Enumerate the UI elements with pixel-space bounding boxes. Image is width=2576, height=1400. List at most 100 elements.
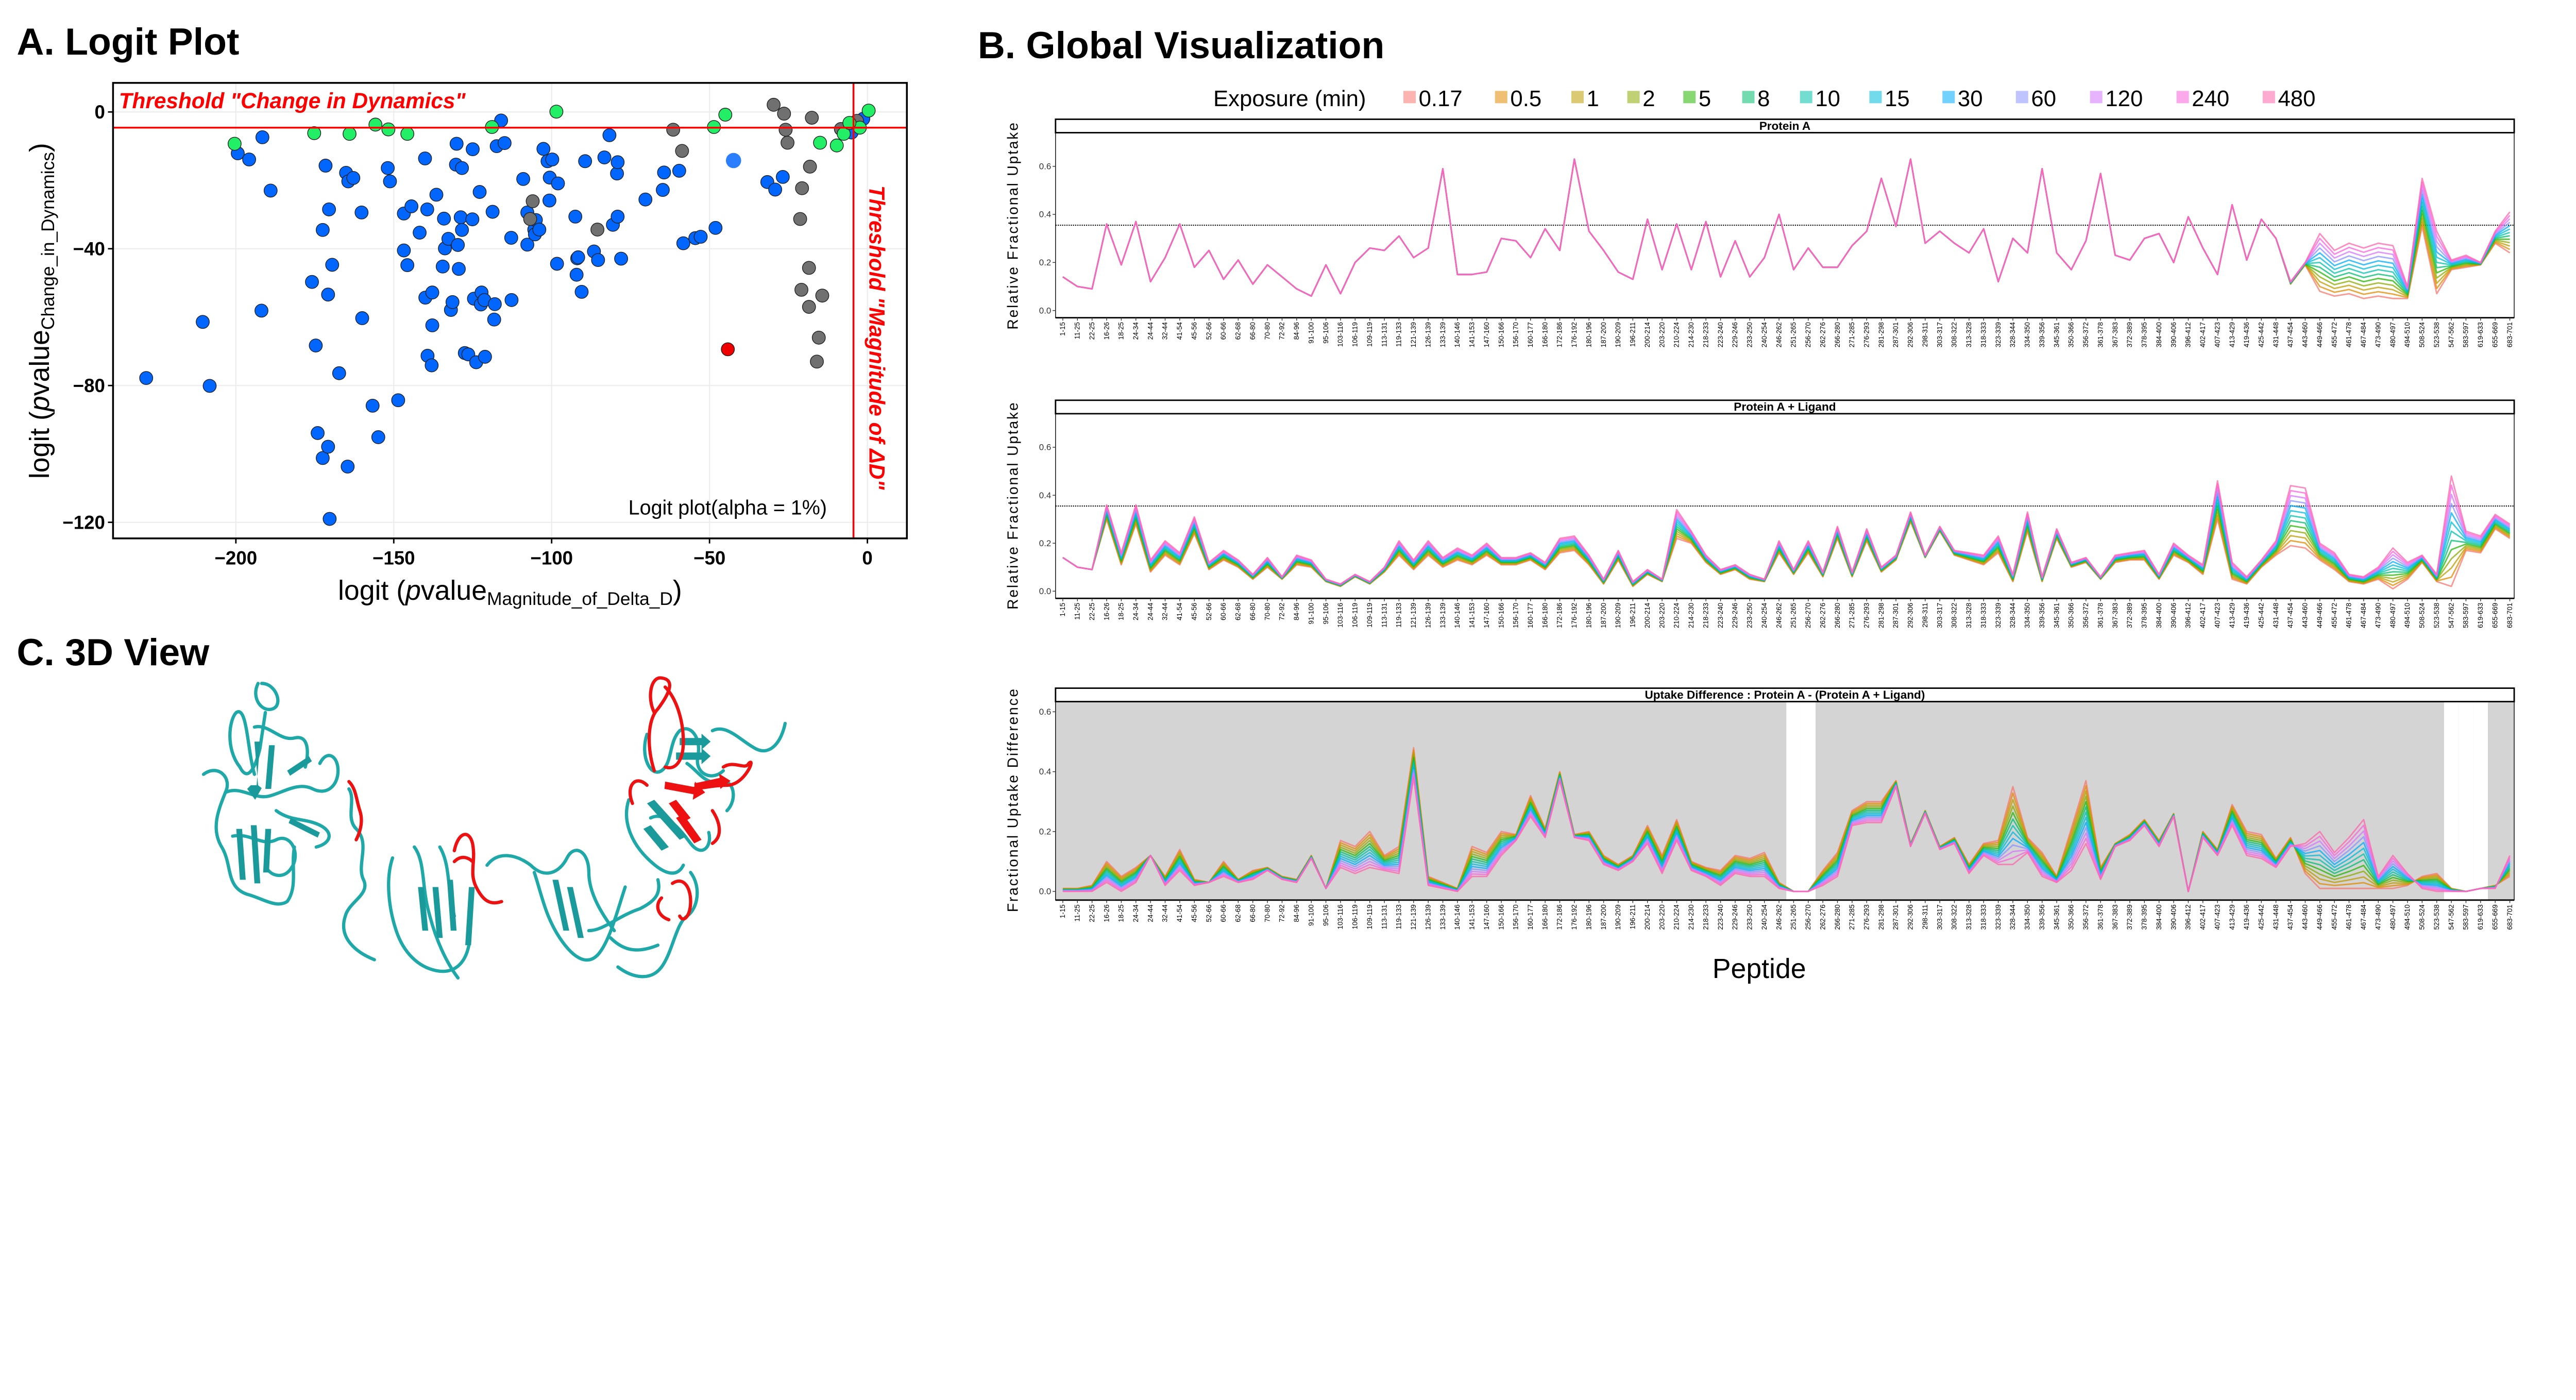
peptide-tick-label: 419-436 <box>2243 603 2250 628</box>
peptide-tick-label: 160-177 <box>1527 603 1534 628</box>
peptide-tick-label: 166-180 <box>1541 904 1549 930</box>
peptide-tick-label: 402-417 <box>2199 603 2207 628</box>
logit-x-axis-label: logit (pvalueMagnitude_of_Delta_D) <box>338 575 682 609</box>
data-point-green <box>549 105 564 119</box>
y-label-rest: value <box>24 330 55 396</box>
data-point-lightblue <box>725 153 741 168</box>
peptide-tick-label: 218-233 <box>1702 322 1709 347</box>
data-point-blue <box>455 161 469 175</box>
peptide-tick-label: 141-153 <box>1468 904 1476 930</box>
peptide-tick-label: 119-133 <box>1395 322 1403 347</box>
peptide-tick-label: 150-166 <box>1497 904 1505 930</box>
peptide-tick-label: 109-119 <box>1366 904 1374 929</box>
data-point-blue <box>315 451 330 465</box>
legend-swatch <box>1627 91 1640 104</box>
peptide-tick-label: 203-220 <box>1658 603 1666 628</box>
peptide-tick-label: 425-442 <box>2257 603 2265 628</box>
peptide-tick-label: 91-100 <box>1307 603 1315 625</box>
data-point-gray <box>811 330 826 345</box>
peptide-tick-label: 431-448 <box>2272 322 2280 347</box>
peptide-tick-label: 683-701 <box>2506 904 2514 930</box>
peptide-tick-label: 52-66 <box>1205 322 1213 340</box>
legend-label: 2 <box>1642 86 1655 111</box>
data-point-blue <box>202 379 217 393</box>
peptide-tick-label: 62-68 <box>1234 603 1242 620</box>
peptide-tick-label: 583-597 <box>2462 322 2470 347</box>
peptide-tick-label: 287-301 <box>1892 322 1900 347</box>
peptide-tick-label: 109-119 <box>1366 322 1374 347</box>
data-point-blue <box>449 137 464 151</box>
peptide-tick-label: 172-186 <box>1556 322 1564 347</box>
peptide-tick-label: 384-400 <box>2155 322 2163 347</box>
peptide-tick-label: 223-240 <box>1717 904 1724 930</box>
data-point-blue <box>478 350 492 364</box>
data-point-blue <box>569 267 584 282</box>
data-point-blue <box>504 293 519 307</box>
y-label-close: ) <box>24 143 55 152</box>
data-point-blue <box>455 223 469 237</box>
significance-background <box>1055 701 2515 900</box>
peptide-tick-label: 328-344 <box>2009 602 2016 628</box>
data-point-green <box>368 117 383 132</box>
peptide-tick-label: 619-633 <box>2477 603 2484 628</box>
panel-a-title: A. Logit Plot <box>16 21 239 63</box>
peptide-tick-label: 402-417 <box>2199 904 2207 930</box>
data-point-gray <box>767 97 781 112</box>
legend-item: 8 <box>1742 86 1770 111</box>
peptide-tick-label: 419-436 <box>2243 904 2250 930</box>
peptide-tick-label: 103-116 <box>1336 603 1344 628</box>
data-point-blue <box>383 174 397 189</box>
non-significant-band <box>1801 701 1816 900</box>
peptide-tick-label: 200-214 <box>1643 322 1651 348</box>
peptide-tick-label: 461-478 <box>2345 322 2353 347</box>
legend-swatch <box>1742 91 1755 104</box>
peptide-tick-label: 218-233 <box>1702 904 1709 930</box>
peptide-tick-label: 166-180 <box>1541 603 1549 628</box>
data-point-blue <box>355 311 369 325</box>
data-point-blue <box>465 212 480 227</box>
peptide-tick-label: 91-100 <box>1307 322 1315 344</box>
data-point-blue <box>611 155 625 170</box>
peptide-tick-label: 18-25 <box>1117 904 1125 922</box>
peptide-tick-label: 407-423 <box>2213 603 2221 628</box>
logit-plot-frame <box>112 82 908 539</box>
peptide-tick-label: 437-454 <box>2286 904 2294 930</box>
peptide-tick-label: 95-106 <box>1322 603 1330 625</box>
peptide-tick-label: 190-209 <box>1614 904 1622 930</box>
peptide-tick-label: 180-196 <box>1585 322 1592 347</box>
peptide-tick-label: 334-350 <box>2024 904 2031 930</box>
peptide-tick-label: 103-116 <box>1336 904 1344 929</box>
peptide-tick-label: 356-372 <box>2082 603 2090 628</box>
peptide-tick-label: 200-214 <box>1643 602 1651 628</box>
legend-swatch <box>2262 91 2275 104</box>
peptide-tick-label: 298-311 <box>1921 603 1929 628</box>
data-point-blue <box>305 275 319 289</box>
y-tick-label: −120 <box>62 512 105 533</box>
peptide-tick-label: 16-26 <box>1103 322 1110 340</box>
peptide-tick-label: 18-25 <box>1117 603 1125 620</box>
peptide-tick-label: 372-389 <box>2126 322 2133 347</box>
data-point-gray <box>810 355 824 369</box>
x-label-subscript: Magnitude_of_Delta_D <box>487 589 673 609</box>
x-tick-label: 0 <box>862 548 872 569</box>
data-point-blue <box>404 199 419 213</box>
peptide-tick-label: 583-597 <box>2462 603 2470 628</box>
global-visualization-panels: Protein A 0.0 0.2 0.4 0.6 Relative Fractional… <box>1004 118 2515 930</box>
data-point-green <box>400 127 415 141</box>
peptide-tick-label: 156-170 <box>1512 904 1520 930</box>
peptide-tick-label: 140-146 <box>1453 322 1461 347</box>
legend-item: 10 <box>1800 86 1840 111</box>
peptide-tick-label: 140-146 <box>1453 904 1461 930</box>
peptide-tick-label: 547-562 <box>2447 322 2455 347</box>
y-tick-label: 0 <box>94 102 105 123</box>
peptide-tick-label: 318-333 <box>1979 904 1987 930</box>
data-point-blue <box>466 142 480 157</box>
peptide-tick-label: 196-211 <box>1629 322 1637 347</box>
data-point-blue <box>520 238 534 252</box>
peptide-tick-label: 292-306 <box>1907 603 1914 628</box>
peptide-tick-label: 52-66 <box>1205 603 1213 620</box>
peptide-tick-label: 287-301 <box>1892 603 1900 628</box>
series-line-480 <box>1062 475 2511 585</box>
peptide-tick-label: 45-56 <box>1190 603 1198 620</box>
peptide-tick-label: 62-68 <box>1234 904 1242 922</box>
